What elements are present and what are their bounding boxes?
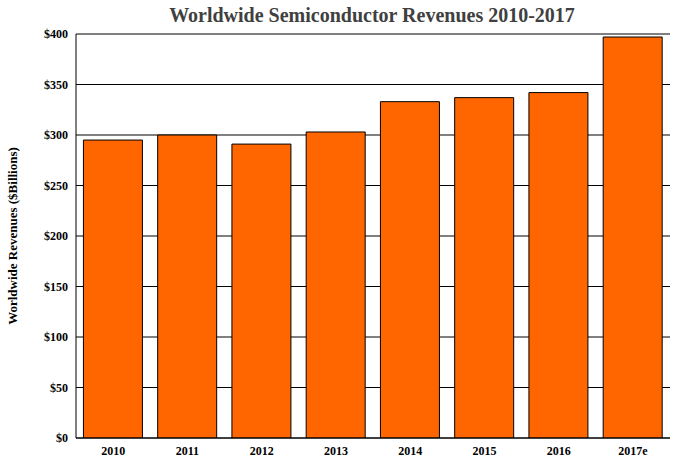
svg-text:$0: $0 (56, 431, 68, 445)
svg-text:2016: 2016 (547, 444, 571, 458)
svg-text:2013: 2013 (324, 444, 348, 458)
svg-text:2010: 2010 (101, 444, 125, 458)
svg-text:$200: $200 (44, 229, 68, 243)
svg-text:2011: 2011 (176, 444, 199, 458)
svg-text:$50: $50 (50, 381, 68, 395)
html-text:Worldwide Semiconductor Revenu: Worldwide Semiconductor Revenues 2010-20… (169, 4, 575, 26)
svg-text:$400: $400 (44, 27, 68, 41)
svg-text:2014: 2014 (398, 444, 422, 458)
svg-text:$300: $300 (44, 128, 68, 142)
svg-text:$100: $100 (44, 330, 68, 344)
svg-text:$350: $350 (44, 78, 68, 92)
svg-text:2015: 2015 (472, 444, 496, 458)
svg-text:2017e: 2017e (618, 444, 648, 458)
svg-text:$150: $150 (44, 280, 68, 294)
svg-text:Worldwide Revenues ($Billions): Worldwide Revenues ($Billions) (5, 147, 20, 325)
svg-text:$250: $250 (44, 179, 68, 193)
svg-text:2012: 2012 (250, 444, 274, 458)
